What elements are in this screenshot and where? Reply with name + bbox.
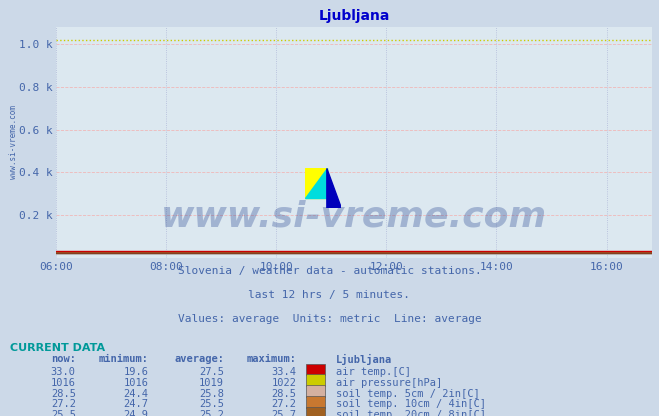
Text: last 12 hrs / 5 minutes.: last 12 hrs / 5 minutes. xyxy=(248,290,411,300)
Text: 19.6: 19.6 xyxy=(123,367,148,377)
Text: Slovenia / weather data - automatic stations.: Slovenia / weather data - automatic stat… xyxy=(178,266,481,276)
Text: 25.5: 25.5 xyxy=(51,410,76,416)
Text: CURRENT DATA: CURRENT DATA xyxy=(10,343,105,353)
Text: soil temp. 5cm / 2in[C]: soil temp. 5cm / 2in[C] xyxy=(336,389,480,399)
Text: 27.2: 27.2 xyxy=(272,399,297,409)
Text: Values: average  Units: metric  Line: average: Values: average Units: metric Line: aver… xyxy=(178,314,481,324)
Text: 27.2: 27.2 xyxy=(51,399,76,409)
Text: minimum:: minimum: xyxy=(98,354,148,364)
Text: www.si-vreme.com: www.si-vreme.com xyxy=(161,199,547,233)
Text: 33.4: 33.4 xyxy=(272,367,297,377)
Text: 1019: 1019 xyxy=(199,378,224,388)
Bar xyxy=(305,168,327,198)
Text: 24.9: 24.9 xyxy=(123,410,148,416)
Text: Ljubljana: Ljubljana xyxy=(336,354,392,366)
Text: soil temp. 20cm / 8in[C]: soil temp. 20cm / 8in[C] xyxy=(336,410,486,416)
Text: soil temp. 10cm / 4in[C]: soil temp. 10cm / 4in[C] xyxy=(336,399,486,409)
Text: 24.7: 24.7 xyxy=(123,399,148,409)
Text: 25.7: 25.7 xyxy=(272,410,297,416)
Text: www.si-vreme.com: www.si-vreme.com xyxy=(9,106,18,179)
Text: 1016: 1016 xyxy=(51,378,76,388)
Polygon shape xyxy=(305,168,327,198)
Title: Ljubljana: Ljubljana xyxy=(318,9,390,23)
Text: 25.8: 25.8 xyxy=(199,389,224,399)
Text: 28.5: 28.5 xyxy=(51,389,76,399)
Text: air temp.[C]: air temp.[C] xyxy=(336,367,411,377)
Text: 1022: 1022 xyxy=(272,378,297,388)
Text: average:: average: xyxy=(174,354,224,364)
Text: maximum:: maximum: xyxy=(246,354,297,364)
Text: now:: now: xyxy=(51,354,76,364)
Text: 27.5: 27.5 xyxy=(199,367,224,377)
Text: 25.2: 25.2 xyxy=(199,410,224,416)
Polygon shape xyxy=(327,168,341,208)
Text: air pressure[hPa]: air pressure[hPa] xyxy=(336,378,442,388)
Text: 25.5: 25.5 xyxy=(199,399,224,409)
Text: 33.0: 33.0 xyxy=(51,367,76,377)
Text: 28.5: 28.5 xyxy=(272,389,297,399)
Text: 1016: 1016 xyxy=(123,378,148,388)
Text: 24.4: 24.4 xyxy=(123,389,148,399)
